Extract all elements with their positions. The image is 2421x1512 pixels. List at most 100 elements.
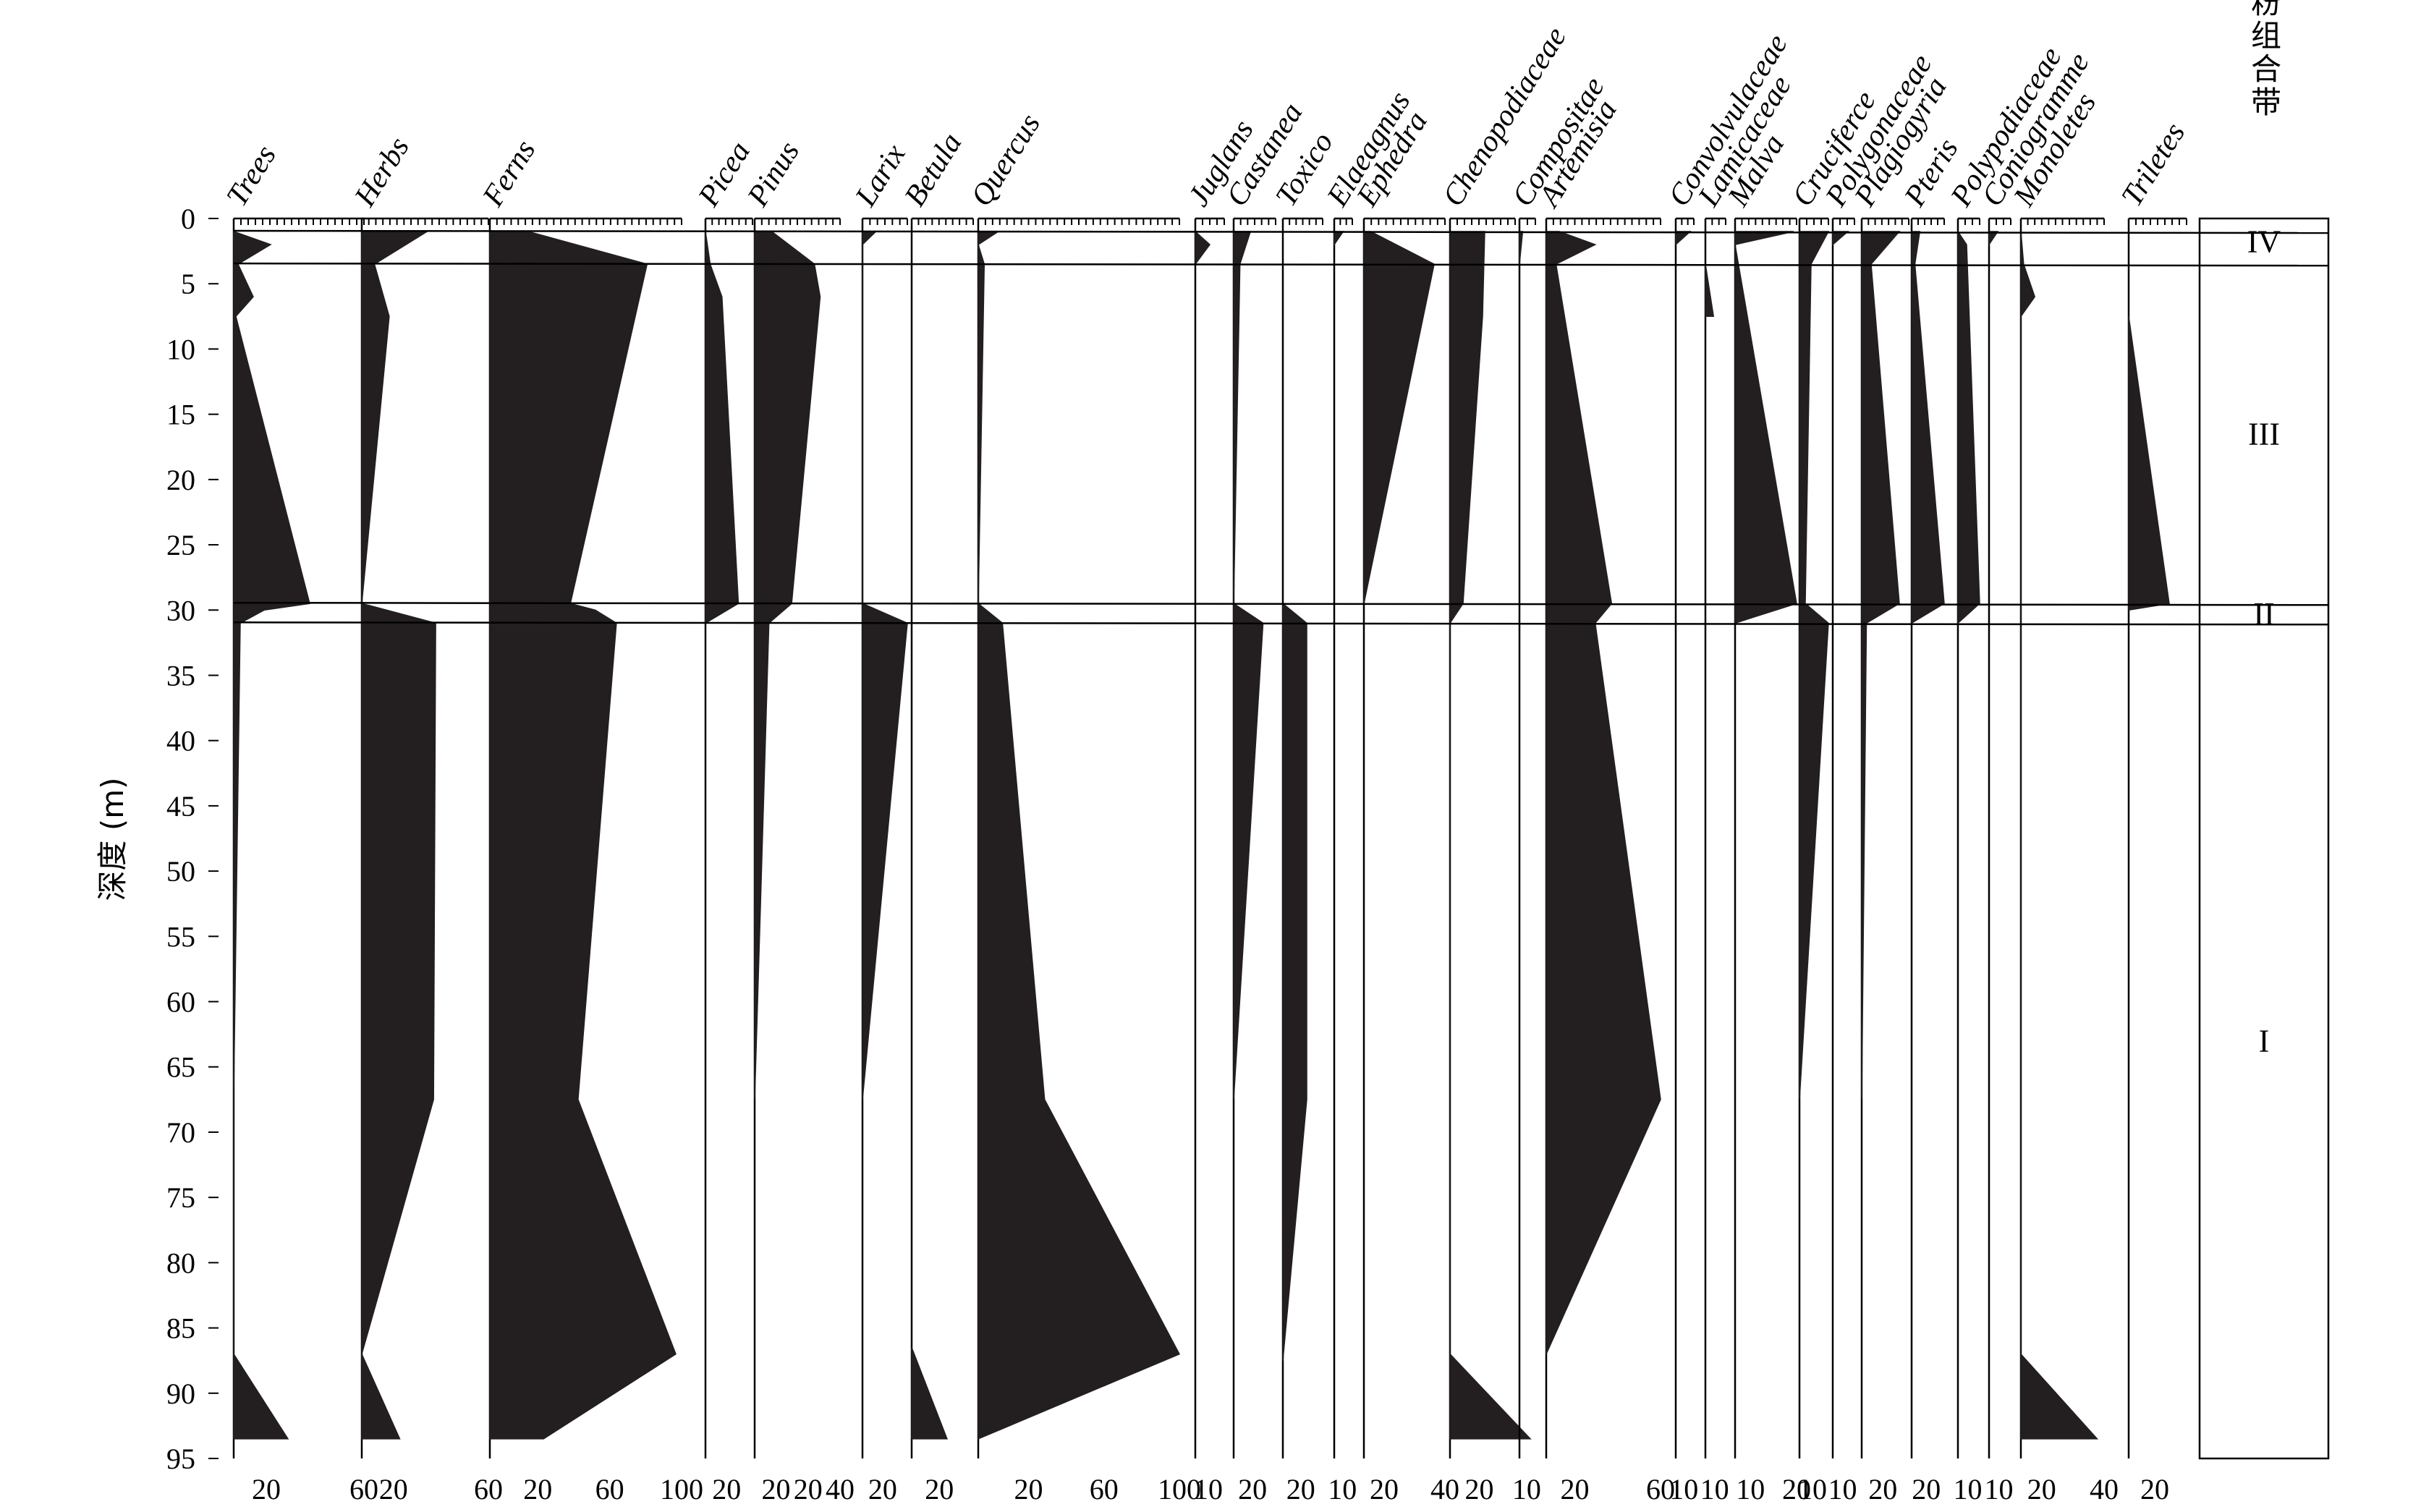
depth-tick-label: 50 xyxy=(166,855,195,888)
bottom-tick-label: 10 xyxy=(1669,1473,1698,1505)
taxon-label-trees: Trees xyxy=(220,140,282,212)
bottom-tick-label: 20 xyxy=(1912,1473,1941,1505)
bottom-tick-label: 60 xyxy=(474,1473,503,1505)
depth-tick-label: 0 xyxy=(181,203,195,235)
taxon-curve-chenopodiaceae xyxy=(1449,231,1532,1440)
taxon-column-trees: Trees 20 60 xyxy=(220,140,378,1505)
taxon-column-picea: Picea 20 xyxy=(692,136,757,1505)
bottom-tick-label: 10 xyxy=(1985,1473,2014,1505)
bottom-tick-label: 20 xyxy=(1238,1473,1267,1505)
bottom-tick-label: 20 xyxy=(1465,1473,1494,1505)
taxon-curve-triletes xyxy=(2128,316,2170,611)
taxon-curve-ephedra xyxy=(1363,231,1435,604)
zone-boundaries xyxy=(233,229,2329,626)
depth-tick-label: 35 xyxy=(166,659,195,692)
bottom-tick-label: 20 xyxy=(1782,1473,1811,1505)
bottom-tick-label: 20 xyxy=(1868,1473,1897,1505)
bottom-tick-label: 100 xyxy=(660,1473,703,1505)
depth-axis: 0 5 10 15 20 25 30 35 40 45 50 55 60 65 70 75 80 85 90 95 xyxy=(166,203,219,1475)
taxon-column-ferns: Ferns 20 60 100 xyxy=(476,135,703,1505)
taxon-curve-trees xyxy=(233,230,310,1440)
bottom-tick-label: 10 xyxy=(1798,1473,1827,1505)
bottom-tick-label: 100 xyxy=(1158,1473,1201,1505)
taxon-curve-monoletes xyxy=(2020,231,2099,1440)
bottom-tick-label: 60 xyxy=(349,1473,378,1505)
bottom-tick-label: 20 xyxy=(1370,1473,1399,1505)
depth-tick-label: 15 xyxy=(166,399,195,431)
bottom-tick-label: 20 xyxy=(379,1473,408,1505)
bottom-tick-label: 10 xyxy=(1700,1473,1729,1505)
zone-boundary-line xyxy=(233,262,2329,267)
bottom-tick-label: 20 xyxy=(2140,1473,2169,1505)
taxon-curve-castanea xyxy=(1233,231,1264,1100)
taxon-curve-artemisia xyxy=(1546,231,1661,1355)
depth-tick-label: 30 xyxy=(166,594,195,627)
taxon-column-triletes: Triletes 20 xyxy=(2115,117,2192,1505)
bottom-tick-label: 20 xyxy=(868,1473,897,1505)
depth-tick-label: 25 xyxy=(166,529,195,561)
taxon-curve-convolvulaceae xyxy=(1675,231,1692,246)
taxon-label-pinus: Pinus xyxy=(741,136,806,213)
bottom-tick-label: 20 xyxy=(523,1473,552,1505)
taxon-curve-malva xyxy=(1734,231,1797,624)
bottom-tick-label: 20 xyxy=(762,1473,791,1505)
zone-label-ii: II xyxy=(2253,596,2274,632)
taxon-label-betula: Betula xyxy=(898,127,968,212)
zone-panel-title: 孢粉组合带 xyxy=(2247,0,2282,119)
taxon-curve-toxico xyxy=(1282,602,1307,1361)
taxon-curve-compositae xyxy=(1519,231,1524,265)
depth-axis-title: 深度 (m) xyxy=(95,777,130,901)
depth-tick-label: 65 xyxy=(166,1051,195,1084)
bottom-tick-label: 60 xyxy=(1090,1473,1119,1505)
depth-tick-label: 5 xyxy=(181,268,195,300)
taxon-curve-polygonaceae xyxy=(1832,231,1850,246)
bottom-tick-label: 60 xyxy=(1646,1473,1675,1505)
taxon-label-ferns: Ferns xyxy=(476,135,542,213)
taxon-label-herbs: Herbs xyxy=(348,132,416,213)
bottom-tick-label: 20 xyxy=(252,1473,281,1505)
taxon-label-larix: Larix xyxy=(849,138,912,213)
depth-tick-label: 60 xyxy=(166,986,195,1019)
bottom-tick-label: 20 xyxy=(1286,1473,1315,1505)
taxon-curve-elaeagnus xyxy=(1334,231,1344,247)
zone-label-iv: IV xyxy=(2247,224,2281,260)
zone-label-i: I xyxy=(2259,1024,2270,1059)
depth-tick-label: 90 xyxy=(166,1377,195,1410)
depth-tick-label: 85 xyxy=(166,1312,195,1345)
taxon-curve-pteris xyxy=(1911,231,1945,624)
zone-boundary-line xyxy=(233,229,2329,234)
taxon-curve-lamicaceae xyxy=(1705,263,1715,318)
depth-tick-label: 20 xyxy=(166,464,195,496)
bottom-tick-label: 10 xyxy=(1194,1473,1223,1505)
taxon-column-betula: Betula 20 xyxy=(898,127,974,1505)
bottom-tick-label: 10 xyxy=(1328,1473,1357,1505)
depth-tick-label: 40 xyxy=(166,725,195,757)
taxon-curve-herbs xyxy=(361,231,436,1440)
depth-tick-label: 45 xyxy=(166,790,195,823)
taxon-column-quercus: Quercus 20 60 100 xyxy=(964,109,1201,1505)
bottom-tick-label: 60 xyxy=(595,1473,624,1505)
depth-tick-label: 70 xyxy=(166,1116,195,1149)
bottom-tick-label: 20 xyxy=(925,1473,954,1505)
bottom-tick-label: 20 xyxy=(794,1473,823,1505)
bottom-tick-label: 20 xyxy=(1561,1473,1590,1505)
taxon-label-quercus: Quercus xyxy=(964,109,1047,213)
bottom-tick-label: 10 xyxy=(1828,1473,1857,1505)
taxon-curve-quercus xyxy=(978,231,1181,1440)
bottom-tick-label: 20 xyxy=(2027,1473,2056,1505)
taxon-curve-plagiogyria xyxy=(1861,231,1901,1100)
taxon-curve-polypodiaceae xyxy=(1957,229,1980,624)
bottom-tick-label: 10 xyxy=(1512,1473,1541,1505)
bottom-tick-label: 40 xyxy=(1430,1473,1459,1505)
